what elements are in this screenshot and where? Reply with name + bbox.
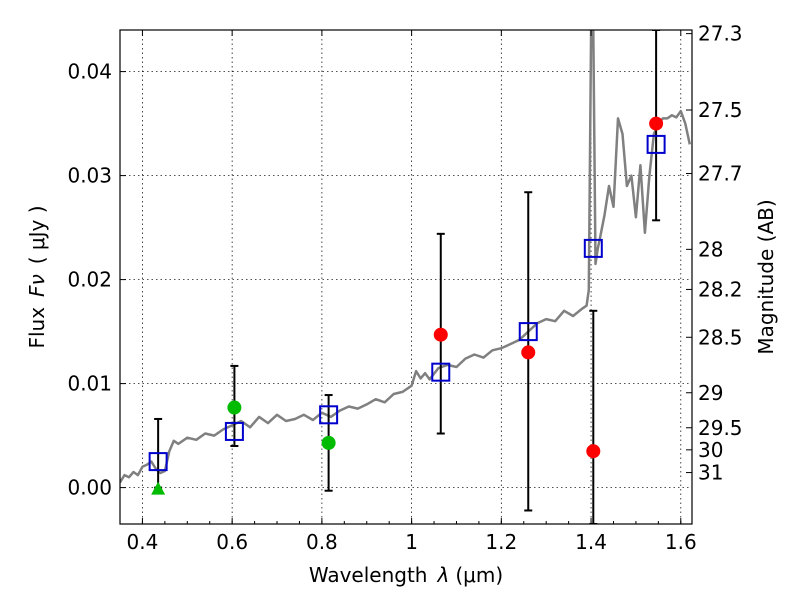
- detection-point-green: [321, 435, 336, 450]
- x-tick-label: 0.8: [306, 530, 338, 554]
- mag-tick-label: 30: [698, 438, 723, 462]
- x-axis-symbol: λ: [437, 563, 450, 587]
- mag-tick-label: 28.2: [698, 277, 743, 301]
- y-axis-symbol: Fν: [25, 274, 49, 297]
- grid: [120, 30, 692, 524]
- model-square: [224, 421, 244, 441]
- mag-tick-label: 28: [698, 237, 723, 261]
- mag-tick-label: 27.3: [698, 22, 743, 46]
- x-tick-label: 1.2: [485, 530, 517, 554]
- y-tick-label: 0.00: [67, 476, 112, 500]
- y-tick-label: 0.03: [67, 164, 112, 188]
- model-square: [646, 134, 666, 154]
- x-axis-title: Wavelength λ (μm): [309, 563, 503, 587]
- model-square: [319, 405, 339, 425]
- detection-point-green: [227, 400, 242, 415]
- marker-layer: [148, 116, 666, 495]
- x-tick-label: 1.4: [575, 530, 607, 554]
- model-square: [148, 452, 168, 472]
- y-tick-label: 0.01: [67, 372, 112, 396]
- y2-axis-title: Magnitude (AB): [754, 199, 778, 354]
- y-tick-label: 0.04: [67, 60, 112, 84]
- mag-tick-label: 27.5: [698, 98, 743, 122]
- y-axis-unit: ( μJy ): [25, 205, 49, 264]
- spectrum-line: [120, 30, 692, 484]
- y-axis-title: Flux Fν ( μJy ): [25, 205, 49, 348]
- x-tick-label: 0.6: [216, 530, 248, 554]
- x-axis-unit: (μm): [455, 563, 503, 587]
- mag-tick-label: 29: [698, 381, 723, 405]
- ticks: 0.4 0.6 0.8 1 1.2 1.4 1.6 0.00 0.01 0.02 0.03 0.04 2…: [67, 22, 742, 554]
- x-tick-label: 1.6: [665, 530, 697, 554]
- model-square: [431, 362, 451, 382]
- detection-point-red: [521, 345, 536, 360]
- mag-tick-label: 28.5: [698, 325, 743, 349]
- upper-limit-triangle: [151, 481, 166, 495]
- detection-point-red: [433, 327, 448, 342]
- y-tick-label: 0.02: [67, 268, 112, 292]
- spectrum-layer: [120, 30, 692, 484]
- x-tick-label: 1: [405, 530, 418, 554]
- plot-frame: [119, 29, 693, 525]
- detection-point-red: [586, 444, 601, 459]
- mag-tick-label: 27.7: [698, 162, 743, 186]
- mag-tick-label: 29.5: [698, 416, 743, 440]
- x-axis-label: Wavelength: [309, 563, 428, 587]
- model-square: [518, 322, 538, 342]
- mag-tick-label: 31: [698, 461, 723, 485]
- y-axis-label: Flux: [25, 307, 49, 349]
- detection-point-red: [649, 116, 664, 131]
- errorbar-layer: [154, 30, 661, 524]
- x-tick-label: 0.4: [127, 530, 159, 554]
- model-square: [583, 238, 603, 258]
